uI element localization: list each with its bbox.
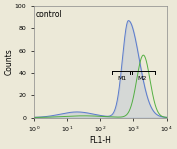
- X-axis label: FL1-H: FL1-H: [89, 136, 111, 145]
- Text: control: control: [35, 10, 62, 18]
- Text: M2: M2: [138, 76, 147, 81]
- Text: M1: M1: [117, 76, 126, 81]
- Y-axis label: Counts: Counts: [4, 48, 13, 75]
